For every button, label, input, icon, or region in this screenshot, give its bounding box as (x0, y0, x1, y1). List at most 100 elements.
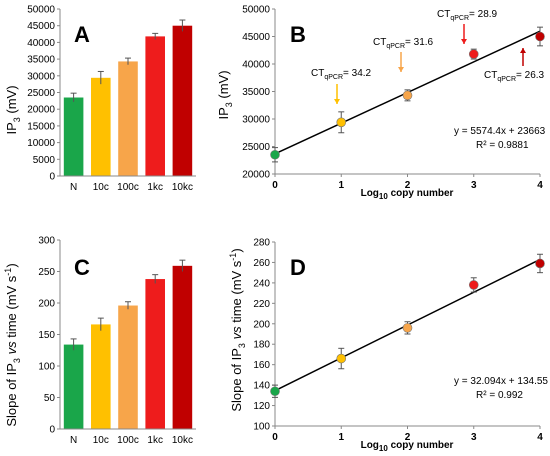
data-point-n (270, 386, 280, 397)
x-tick-label: 100c (117, 182, 139, 193)
y-tick-label: 30000 (242, 115, 270, 126)
y-tick-label: 200 (253, 319, 270, 330)
panel-b-xlabel: Log10 copy number (361, 188, 454, 201)
panel-d-equation: y = 32.094x + 134.55 (454, 376, 548, 387)
panel-d-xlabel: Log10 copy number (361, 440, 454, 453)
panel-letter-b: B (290, 22, 306, 47)
ct-arrow-head (520, 48, 526, 53)
y-tick-label: 150 (38, 330, 55, 341)
y-tick-label: 0 (49, 425, 55, 436)
y-tick-label: 35000 (242, 87, 270, 98)
y-tick-label: 120 (253, 401, 270, 412)
y-tick-label: 20000 (242, 170, 270, 181)
y-tick-label: 220 (253, 299, 270, 310)
y-tick-label: 200 (38, 299, 55, 310)
y-tick-label: 260 (253, 258, 270, 269)
bar-10kc (172, 265, 193, 429)
bar-n (63, 344, 84, 429)
y-tick-label: 45000 (27, 21, 55, 32)
y-tick-label: 50 (44, 393, 56, 404)
y-tick-label: 5000 (33, 155, 56, 166)
y-tick-label: 30000 (27, 71, 55, 82)
ct-arrow-head (334, 99, 340, 104)
y-tick-label: 50000 (242, 5, 270, 16)
y-tick-label: 50000 (27, 5, 55, 16)
x-tick-label: 0 (272, 432, 278, 443)
panel-b-equation: y = 5574.4x + 23663 (454, 126, 546, 137)
bar-1kc (145, 36, 165, 176)
data-point-100c (402, 90, 413, 101)
y-tick-label: 25000 (27, 88, 55, 99)
data-point-10kc (535, 258, 545, 269)
panel-letter-a: A (74, 22, 90, 47)
x-tick-label: 1 (338, 432, 344, 443)
panel-c-ylabel: Slope of IP3 vs time (mV s-1) (3, 263, 22, 426)
ct-annotation-label: CTqPCR= 31.6 (373, 37, 434, 50)
x-tick-label: 4 (537, 180, 543, 191)
data-point-10c (336, 117, 347, 128)
y-tick-label: 40000 (242, 60, 270, 71)
y-tick-label: 15000 (27, 121, 55, 132)
panel-d-ylabel: Slope of IP3 vs time (mV s-1) (228, 248, 247, 411)
x-tick-label: 100c (117, 435, 139, 446)
panel-letter-d: D (290, 255, 306, 280)
x-tick-label: 4 (537, 432, 543, 443)
data-point-10kc (535, 31, 545, 42)
y-tick-label: 240 (253, 278, 270, 289)
bar-n (63, 97, 84, 176)
data-point-10c (336, 353, 347, 364)
x-tick-label: 1kc (147, 435, 163, 446)
y-tick-label: 40000 (27, 38, 55, 49)
x-tick-label: 0 (272, 180, 278, 191)
data-point-n (270, 149, 280, 160)
y-tick-label: 35000 (27, 55, 55, 66)
x-tick-label: 10c (93, 435, 109, 446)
panel-d: 100 120 140 160 180 200 220 240 260 280 0 1 2 3 4 D Sl… (228, 238, 548, 454)
bar-10kc (172, 25, 193, 177)
panel-c: 0 50 100 150 200 250 300 N 10c 100c 1kc 10kc C Slop… (3, 236, 196, 446)
x-tick-label: 2 (405, 432, 411, 443)
x-tick-label: 10c (93, 182, 109, 193)
x-tick-label: 1 (338, 180, 344, 191)
y-tick-label: 300 (38, 236, 55, 247)
y-tick-label: 140 (253, 381, 270, 392)
y-tick-label: 0 (49, 172, 55, 183)
y-tick-label: 250 (38, 267, 55, 278)
x-tick-label: 2 (405, 180, 411, 191)
x-tick-label: 3 (471, 432, 477, 443)
ct-annotation-label: CTqPCR= 34.2 (311, 68, 372, 81)
data-point-1kc (468, 280, 479, 290)
x-tick-label: 10kc (172, 435, 193, 446)
ct-annotation-label: CTqPCR= 28.9 (437, 9, 498, 22)
bar-100c (118, 61, 138, 176)
panel-b-ylabel: IP3 (mV) (216, 70, 234, 119)
panel-b: 20000 25000 30000 35000 40000 45000 50000 0 1 2 3 4… (216, 5, 546, 202)
y-tick-label: 25000 (242, 142, 270, 153)
y-tick-label: 100 (38, 362, 55, 373)
y-tick-label: 10000 (27, 138, 55, 149)
ct-arrow-head (398, 67, 404, 72)
x-tick-label: 1kc (147, 182, 163, 193)
x-tick-label: N (70, 182, 77, 193)
y-tick-label: 100 (253, 422, 270, 433)
ct-arrow-head (461, 39, 467, 44)
panel-letter-c: C (74, 255, 90, 280)
y-tick-label: 45000 (242, 32, 270, 43)
panel-a: 0 5000 10000 15000 20000 25000 30000 35000 40000… (4, 5, 196, 193)
panel-a-ylabel: IP3 (mV) (4, 85, 22, 134)
panel-b-r2: R² = 0.9881 (476, 140, 529, 151)
y-tick-label: 280 (253, 238, 270, 249)
bar-1kc (145, 279, 165, 429)
bar-100c (118, 305, 138, 429)
y-tick-label: 160 (253, 360, 270, 371)
x-tick-label: N (70, 435, 77, 446)
x-tick-label: 10kc (172, 182, 193, 193)
bar-10c (91, 324, 111, 429)
panel-d-r2: R² = 0.992 (476, 390, 523, 401)
data-point-1kc (468, 49, 479, 59)
y-tick-label: 20000 (27, 105, 55, 116)
ct-annotation-label: CTqPCR= 26.3 (484, 70, 545, 83)
bar-10c (91, 77, 111, 176)
data-point-100c (402, 323, 413, 333)
